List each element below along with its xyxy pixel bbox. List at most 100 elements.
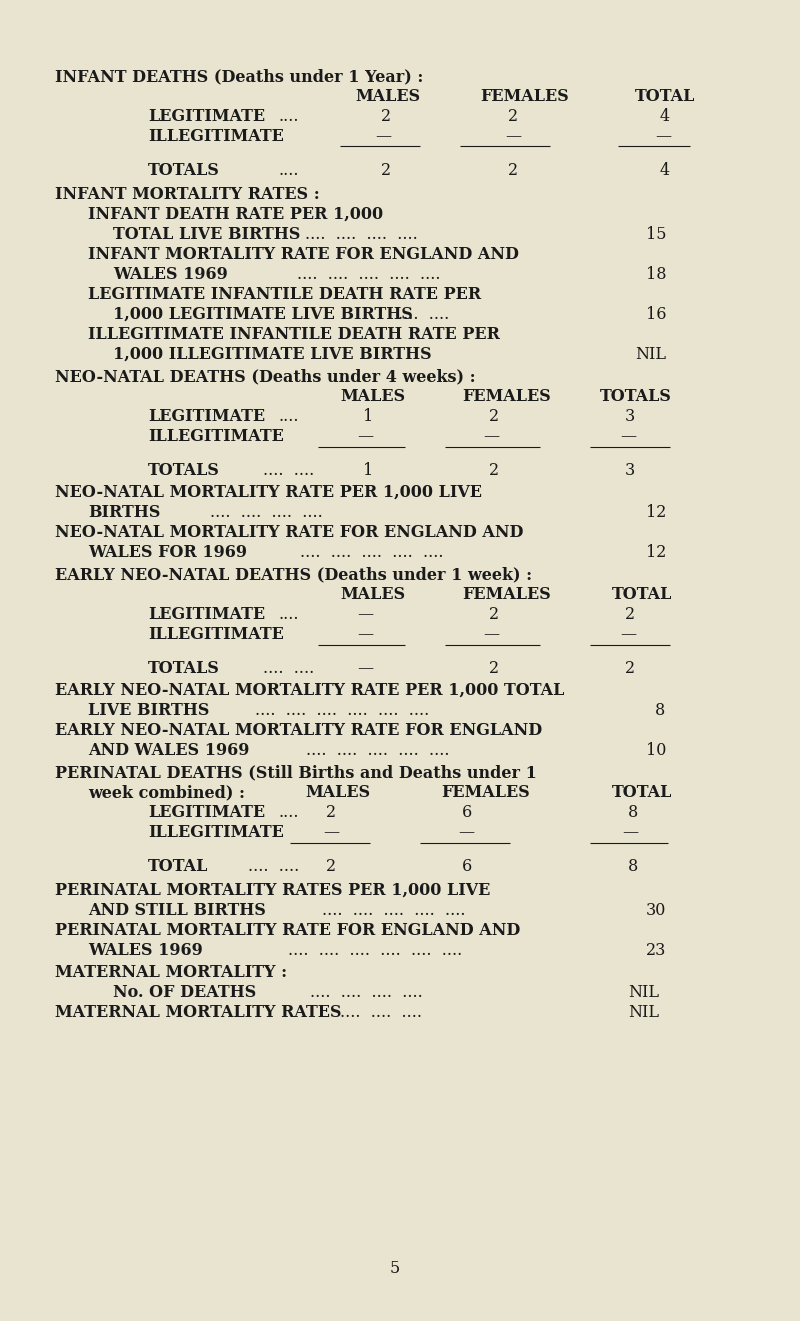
Text: No. OF DEATHS: No. OF DEATHS [113,984,256,1001]
Text: ILLEGITIMATE: ILLEGITIMATE [148,428,284,445]
Text: INFANT DEATH RATE PER 1,000: INFANT DEATH RATE PER 1,000 [88,206,383,223]
Text: ILLEGITIMATE: ILLEGITIMATE [148,128,284,145]
Text: PERINATAL DEATHS (Still Births and Deaths under 1: PERINATAL DEATHS (Still Births and Death… [55,764,537,781]
Text: ILLEGITIMATE INFANTILE DEATH RATE PER: ILLEGITIMATE INFANTILE DEATH RATE PER [88,326,500,343]
Text: 12: 12 [646,544,666,561]
Text: ....  ....  ....  ....  ....  ....: .... .... .... .... .... .... [255,701,430,719]
Text: TOTALS: TOTALS [148,162,220,180]
Text: BIRTHS: BIRTHS [88,505,160,520]
Text: TOTALS: TOTALS [148,660,220,676]
Text: TOTALS: TOTALS [148,462,220,480]
Text: LEGITIMATE: LEGITIMATE [148,408,265,425]
Text: —: — [375,128,391,145]
Text: TOTALS: TOTALS [600,388,672,406]
Text: INFANT MORTALITY RATE FOR ENGLAND AND: INFANT MORTALITY RATE FOR ENGLAND AND [88,246,519,263]
Text: 2: 2 [625,660,635,676]
Text: NEO-NATAL MORTALITY RATE FOR ENGLAND AND: NEO-NATAL MORTALITY RATE FOR ENGLAND AND [55,524,523,542]
Text: NIL: NIL [628,1004,659,1021]
Text: ....  ....  ....  ....  ....: .... .... .... .... .... [306,742,450,760]
Text: LEGITIMATE: LEGITIMATE [148,108,265,125]
Text: AND STILL BIRTHS: AND STILL BIRTHS [88,902,266,919]
Text: 6: 6 [462,859,472,875]
Text: —: — [323,824,339,841]
Text: LEGITIMATE: LEGITIMATE [148,804,265,820]
Text: 2: 2 [489,408,499,425]
Text: MALES: MALES [305,783,370,801]
Text: MALES: MALES [355,89,420,104]
Text: —: — [483,428,499,445]
Text: FEMALES: FEMALES [462,587,550,602]
Text: 1,000 LEGITIMATE LIVE BIRTHS: 1,000 LEGITIMATE LIVE BIRTHS [113,306,413,324]
Text: —: — [357,660,373,676]
Text: ....: .... [278,408,298,425]
Text: TOTAL: TOTAL [635,89,695,104]
Text: ....  ....: .... .... [398,306,450,324]
Text: ....  ....  ....  ....  ....: .... .... .... .... .... [322,902,466,919]
Text: 3: 3 [625,462,635,480]
Text: LEGITIMATE INFANTILE DEATH RATE PER: LEGITIMATE INFANTILE DEATH RATE PER [88,287,481,303]
Text: ....  ....  ....  ....  ....  ....: .... .... .... .... .... .... [288,942,462,959]
Text: ....: .... [278,606,298,624]
Text: ....  ....  ....  ....: .... .... .... .... [210,505,322,520]
Text: —: — [458,824,474,841]
Text: MATERNAL MORTALITY :: MATERNAL MORTALITY : [55,964,287,982]
Text: PERINATAL MORTALITY RATE FOR ENGLAND AND: PERINATAL MORTALITY RATE FOR ENGLAND AND [55,922,520,939]
Text: —: — [620,428,636,445]
Text: 5: 5 [390,1260,400,1277]
Text: —: — [357,626,373,643]
Text: —: — [483,626,499,643]
Text: WALES 1969: WALES 1969 [113,266,228,283]
Text: 4: 4 [660,162,670,180]
Text: 2: 2 [326,804,336,820]
Text: —: — [620,626,636,643]
Text: MATERNAL MORTALITY RATES: MATERNAL MORTALITY RATES [55,1004,342,1021]
Text: 10: 10 [646,742,666,760]
Text: PERINATAL MORTALITY RATES PER 1,000 LIVE: PERINATAL MORTALITY RATES PER 1,000 LIVE [55,882,490,900]
Text: 16: 16 [646,306,666,324]
Text: 2: 2 [508,162,518,180]
Text: ILLEGITIMATE: ILLEGITIMATE [148,626,284,643]
Text: FEMALES: FEMALES [462,388,550,406]
Text: INFANT DEATHS (Deaths under 1 Year) :: INFANT DEATHS (Deaths under 1 Year) : [55,67,423,85]
Text: 23: 23 [646,942,666,959]
Text: EARLY NEO-NATAL MORTALITY RATE PER 1,000 TOTAL: EARLY NEO-NATAL MORTALITY RATE PER 1,000… [55,682,564,699]
Text: ....: .... [278,804,298,820]
Text: ....  ....  ....  ....: .... .... .... .... [310,984,422,1001]
Text: WALES FOR 1969: WALES FOR 1969 [88,544,247,561]
Text: —: — [357,606,373,624]
Text: 8: 8 [655,701,666,719]
Text: LEGITIMATE: LEGITIMATE [148,606,265,624]
Text: ....  ....: .... .... [263,660,314,676]
Text: 2: 2 [381,108,391,125]
Text: 2: 2 [489,606,499,624]
Text: —: — [655,128,671,145]
Text: TOTAL LIVE BIRTHS: TOTAL LIVE BIRTHS [113,226,300,243]
Text: ....  ....  ....  ....  ....: .... .... .... .... .... [300,544,443,561]
Text: ILLEGITIMATE: ILLEGITIMATE [148,824,284,841]
Text: NEO-NATAL DEATHS (Deaths under 4 weeks) :: NEO-NATAL DEATHS (Deaths under 4 weeks) … [55,369,476,384]
Text: 1: 1 [363,408,374,425]
Text: LIVE BIRTHS: LIVE BIRTHS [88,701,210,719]
Text: AND WALES 1969: AND WALES 1969 [88,742,250,760]
Text: 2: 2 [489,660,499,676]
Text: FEMALES: FEMALES [441,783,530,801]
Text: ....: .... [278,108,298,125]
Text: TOTAL: TOTAL [148,859,208,875]
Text: INFANT MORTALITY RATES :: INFANT MORTALITY RATES : [55,186,320,203]
Text: 18: 18 [646,266,666,283]
Text: 6: 6 [462,804,472,820]
Text: MALES: MALES [340,388,405,406]
Text: 2: 2 [381,162,391,180]
Text: NIL: NIL [635,346,666,363]
Text: FEMALES: FEMALES [480,89,569,104]
Text: 30: 30 [646,902,666,919]
Text: —: — [357,428,373,445]
Text: TOTAL: TOTAL [612,587,672,602]
Text: NIL: NIL [628,984,659,1001]
Text: 4: 4 [660,108,670,125]
Text: MALES: MALES [340,587,405,602]
Text: ....  ....  ....: .... .... .... [340,1004,422,1021]
Text: 3: 3 [625,408,635,425]
Text: NEO-NATAL MORTALITY RATE PER 1,000 LIVE: NEO-NATAL MORTALITY RATE PER 1,000 LIVE [55,483,482,501]
Text: EARLY NEO-NATAL MORTALITY RATE FOR ENGLAND: EARLY NEO-NATAL MORTALITY RATE FOR ENGLA… [55,723,542,738]
